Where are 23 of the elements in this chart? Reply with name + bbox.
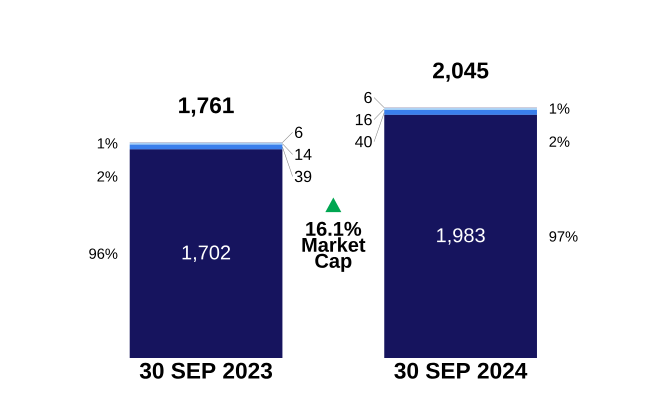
total-label: 2,045 xyxy=(433,62,488,82)
annotation: 1% xyxy=(550,103,570,114)
annotation: 2% xyxy=(549,136,570,147)
annotation: 16.1% Market Cap xyxy=(302,222,366,272)
x-tick-label: 30 SEP 2023 xyxy=(140,362,272,379)
bar xyxy=(130,144,282,150)
data-label: 16 xyxy=(356,114,372,126)
data-label: 1,983 xyxy=(437,228,485,245)
bar xyxy=(384,110,537,115)
data-label: 1,702 xyxy=(182,245,230,262)
bar xyxy=(130,149,282,358)
data-label: 14 xyxy=(295,148,312,160)
data-label: 6 xyxy=(364,92,372,104)
annotation: 97% xyxy=(549,231,578,242)
x-tick-label: 30 SEP 2024 xyxy=(394,362,528,379)
annotation: 96% xyxy=(89,248,118,259)
bar xyxy=(384,114,537,358)
data-label: 39 xyxy=(294,170,312,182)
data-label: 6 xyxy=(295,126,302,138)
total-label: 1,761 xyxy=(179,97,234,117)
annotation: 1% xyxy=(98,138,118,148)
data-label: 40 xyxy=(355,136,372,148)
annotation: 2% xyxy=(97,171,118,182)
